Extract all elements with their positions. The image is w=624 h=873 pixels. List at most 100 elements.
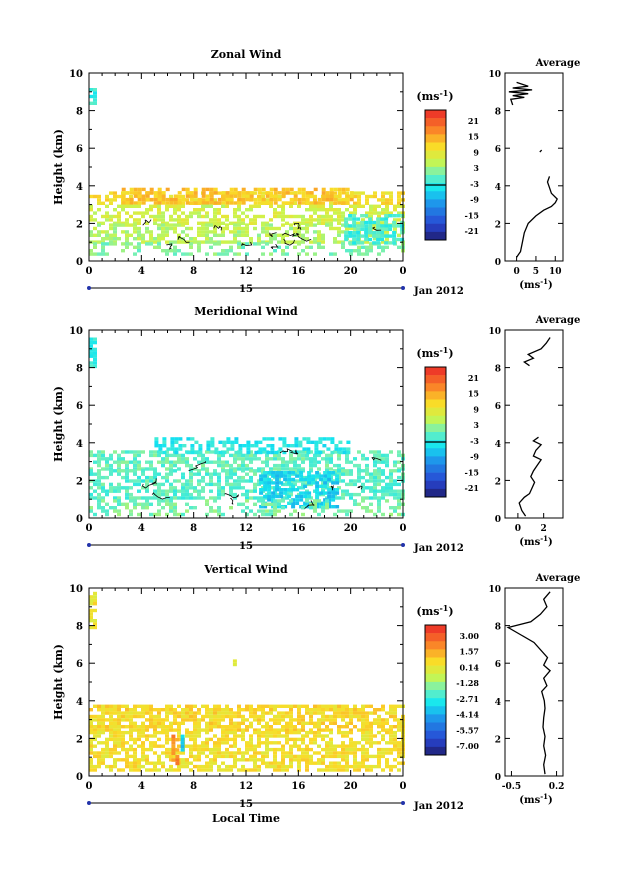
heatmap-cell	[133, 751, 137, 755]
heatmap-cell	[309, 245, 313, 249]
heatmap-cell	[365, 201, 369, 205]
heatmap-cell	[233, 201, 238, 205]
heatmap-cell	[201, 223, 205, 227]
x-tick-label: 0	[400, 266, 407, 277]
heatmap-cell	[181, 194, 185, 199]
colorbar-swatch	[425, 191, 446, 200]
heatmap-cell	[373, 718, 377, 722]
heatmap-cell	[161, 728, 165, 732]
heatmap-cell	[137, 460, 141, 464]
heatmap-cell	[117, 237, 121, 241]
heatmap-cell	[238, 450, 243, 455]
day-axis-end-marker	[401, 543, 405, 547]
contour-line	[224, 493, 239, 498]
heatmap-cell	[337, 711, 341, 715]
heatmap-cell	[297, 758, 301, 762]
heatmap-cell	[261, 221, 265, 225]
heatmap-cell	[289, 754, 293, 759]
heatmap-cell	[121, 208, 125, 212]
heatmap-cell	[356, 237, 361, 242]
heatmap-cell	[165, 457, 169, 461]
heatmap-cell	[129, 708, 133, 712]
heatmap-cell	[253, 197, 258, 202]
heatmap-cell	[289, 721, 293, 725]
heatmap-cell	[229, 201, 234, 205]
contour-line	[230, 497, 234, 505]
heatmap-cell	[157, 737, 161, 742]
heatmap-cell	[89, 88, 93, 92]
heatmap-cell	[253, 187, 258, 192]
heatmap-cell	[305, 711, 309, 715]
heatmap-cell	[397, 198, 401, 202]
heatmap-cell	[365, 472, 369, 476]
heatmap-cell	[317, 245, 321, 249]
heatmap-cell	[141, 730, 145, 735]
heatmap-cell	[93, 622, 97, 626]
heatmap-cell	[237, 704, 241, 708]
heatmap-cell	[321, 187, 326, 192]
heatmap-cell	[315, 484, 320, 488]
x-tick-label: 8	[190, 781, 197, 792]
heatmap-cell	[245, 741, 249, 745]
heatmap-cell	[129, 187, 134, 192]
heatmap-cell	[341, 469, 345, 473]
heatmap-cell	[129, 768, 133, 772]
heatmap-cell	[213, 233, 217, 237]
heatmap-cell	[393, 744, 397, 748]
heatmap-cell	[275, 481, 280, 485]
heatmap-cell	[337, 208, 341, 212]
heatmap-cell	[129, 734, 133, 738]
heatmap-cell	[217, 708, 221, 712]
heatmap-cell	[189, 245, 193, 249]
heatmap-cell	[217, 768, 221, 772]
heatmap-cell	[299, 474, 304, 478]
heatmap-cell	[201, 741, 205, 745]
heatmap-cell	[285, 704, 289, 708]
heatmap-cell	[109, 223, 113, 227]
heatmap-cell	[241, 218, 245, 222]
heatmap-cell	[261, 240, 265, 244]
heatmap-cell	[311, 481, 316, 485]
heatmap-cell	[101, 758, 105, 762]
heatmap-cell	[397, 751, 401, 755]
heatmap-cell	[241, 502, 245, 506]
heatmap-cell	[89, 602, 93, 606]
heatmap-cell	[389, 482, 393, 487]
heatmap-cell	[217, 741, 221, 745]
average-profile-line	[518, 337, 551, 517]
heatmap-cell	[309, 194, 314, 198]
heatmap-cell	[337, 463, 341, 468]
heatmap-cell	[137, 479, 141, 483]
heatmap-cell	[361, 204, 365, 208]
heatmap-cell	[221, 194, 226, 198]
colorbar-swatch	[425, 488, 446, 498]
heatmap-cell	[357, 204, 361, 208]
y-axis-label: Height (km)	[52, 386, 65, 462]
heatmap-cell	[157, 197, 162, 202]
heatmap-cell	[145, 725, 149, 729]
heatmap-cell	[297, 761, 301, 765]
heatmap-cell	[285, 463, 289, 468]
heatmap-cell	[301, 194, 306, 198]
heatmap-cell	[381, 198, 385, 202]
heatmap-cell	[258, 440, 263, 444]
x-axis-label: Local Time	[212, 812, 280, 825]
heatmap-cell	[117, 718, 121, 722]
heatmap-cell	[113, 191, 117, 195]
heatmap-cell	[225, 472, 229, 476]
heatmap-cell	[246, 447, 251, 451]
heatmap-cell	[269, 197, 274, 202]
heatmap-cell	[105, 704, 109, 708]
heatmap-cell	[169, 704, 173, 708]
heatmap-cell	[225, 194, 230, 198]
heatmap-cell	[233, 226, 237, 231]
heatmap-cell	[365, 506, 369, 510]
heatmap-cell	[317, 233, 321, 237]
heatmap-cell	[113, 233, 117, 237]
heatmap-cell	[245, 758, 249, 762]
heatmap-cell	[338, 447, 343, 451]
heatmap-cell	[372, 234, 377, 238]
heatmap-cell	[173, 496, 177, 500]
heatmap-cell	[357, 718, 361, 722]
